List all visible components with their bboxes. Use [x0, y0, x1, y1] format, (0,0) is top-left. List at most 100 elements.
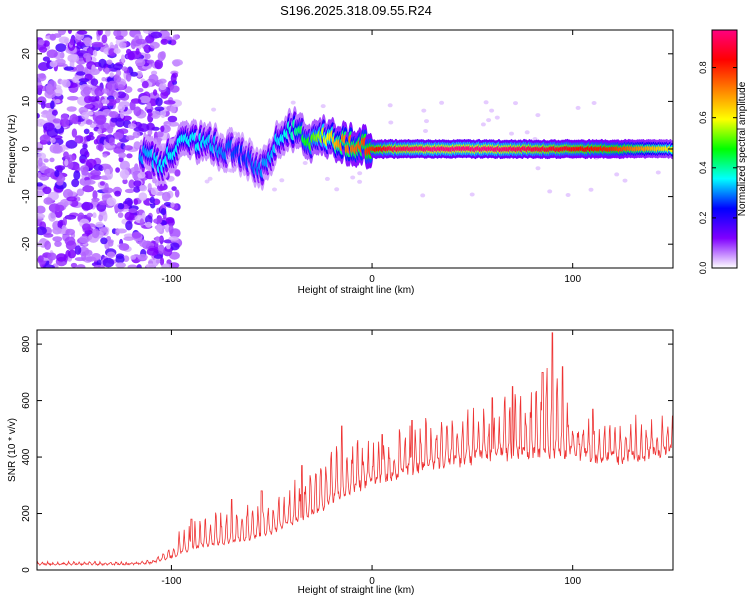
heatmap-cell: [164, 223, 170, 233]
heatmap-cell: [162, 246, 173, 257]
heatmap-cell: [76, 264, 86, 268]
colorbar-tick-label: 0.6: [698, 111, 708, 124]
heatmap-cell: [70, 262, 78, 268]
heatmap-cell: [94, 111, 105, 116]
heatmap-cell: [62, 188, 74, 199]
spectrogram-x-ticks: -100 0 100: [161, 30, 581, 285]
heatmap-cell: [108, 137, 115, 146]
heatmap-cell: [423, 129, 428, 133]
heatmap-cell: [37, 112, 40, 119]
heatmap-cell: [80, 89, 90, 97]
heatmap-cell: [123, 236, 135, 241]
heatmap-cell: [81, 251, 87, 262]
heatmap-cell: [133, 198, 139, 206]
heatmap-cell: [114, 190, 121, 197]
heatmap-cell: [159, 257, 165, 266]
heatmap-cell: [135, 38, 147, 45]
heatmap-cell: [43, 122, 55, 132]
heatmap-cell: [94, 95, 100, 102]
heatmap-cell: [153, 89, 158, 96]
heatmap-cell: [121, 66, 128, 72]
heatmap-cell: [81, 111, 90, 120]
heatmap-cell: [37, 226, 47, 236]
heatmap-cell: [52, 118, 62, 124]
heatmap-cell: [509, 131, 514, 136]
heatmap-cell: [136, 70, 143, 78]
heatmap-cell: [524, 130, 530, 135]
heatmap-cell: [98, 58, 107, 68]
heatmap-cell: [486, 118, 492, 123]
heatmap-cell: [75, 71, 86, 76]
heatmap-cell: [174, 169, 181, 177]
heatmap-cell: [144, 53, 151, 60]
heatmap-cell: [227, 168, 233, 173]
x-tick-label: -100: [161, 274, 181, 285]
colorbar-ticks: 0.0 0.2 0.4 0.6 0.8: [698, 61, 737, 274]
heatmap-cell: [104, 67, 110, 75]
heatmap-cell: [120, 109, 125, 119]
heatmap-cell: [85, 119, 93, 125]
heatmap-cell: [128, 208, 138, 214]
heatmap-cell: [147, 183, 152, 191]
heatmap-cell: [49, 143, 62, 154]
heatmap-cell: [58, 36, 70, 44]
heatmap-cell: [50, 100, 55, 110]
heatmap-cell: [123, 145, 133, 151]
colorbar-tick-label: 0.2: [698, 212, 708, 225]
heatmap-cell: [133, 180, 142, 187]
heatmap-cell: [324, 176, 330, 181]
heatmap-cell: [97, 30, 103, 36]
y-tick-label: 600: [21, 392, 32, 409]
heatmap-cell: [37, 190, 45, 197]
heatmap-cell: [125, 72, 132, 82]
heatmap-cell: [109, 72, 114, 78]
x-tick-label: 100: [564, 576, 581, 587]
heatmap-cell: [102, 257, 115, 268]
y-tick-label: 800: [21, 335, 32, 352]
heatmap-cell: [112, 63, 123, 71]
heatmap-cell: [513, 101, 518, 106]
heatmap-cell: [159, 82, 167, 91]
heatmap-cell: [614, 172, 620, 177]
heatmap-cell: [158, 78, 167, 84]
heatmap-cell: [146, 108, 153, 114]
heatmap-cell: [170, 73, 177, 83]
heatmap-cell: [67, 96, 79, 101]
heatmap-cell: [82, 185, 95, 193]
heatmap-cell: [150, 187, 159, 196]
heatmap-cell: [156, 223, 163, 233]
heatmap-cell: [94, 87, 105, 97]
heatmap-cell: [84, 104, 93, 109]
heatmap-cell: [146, 59, 155, 64]
snr-y-axis-label: SNR (10 * v/v): [7, 418, 18, 482]
heatmap-cell: [171, 186, 177, 192]
heatmap-cell: [494, 115, 500, 120]
heatmap-cell: [168, 224, 174, 235]
heatmap-cell: [40, 100, 46, 109]
heatmap-cell: [79, 158, 86, 163]
heatmap-cell: [158, 244, 165, 255]
heatmap-cell: [387, 103, 393, 108]
heatmap-cell: [62, 216, 67, 227]
heatmap-cell: [124, 211, 135, 221]
heatmap-cell: [106, 251, 116, 259]
heatmap-cell: [62, 79, 71, 88]
heatmap-cell: [38, 46, 48, 53]
heatmap-cell: [43, 233, 54, 238]
heatmap-cell: [118, 152, 127, 159]
heatmap-cell: [105, 30, 111, 37]
heatmap-cell: [148, 74, 159, 84]
heatmap-cell: [67, 30, 72, 34]
heatmap-cell: [78, 235, 90, 244]
heatmap-cell: [279, 178, 285, 183]
heatmap-cell: [174, 189, 180, 198]
heatmap-cell: [127, 264, 138, 268]
heatmap-cell: [421, 108, 427, 113]
heatmap-cell: [110, 117, 118, 123]
heatmap-cell: [54, 240, 62, 247]
heatmap-cell: [167, 121, 179, 127]
heatmap-cell: [93, 164, 103, 171]
heatmap-cell: [160, 90, 169, 99]
heatmap-cell: [76, 41, 85, 47]
heatmap-cell: [83, 179, 96, 185]
